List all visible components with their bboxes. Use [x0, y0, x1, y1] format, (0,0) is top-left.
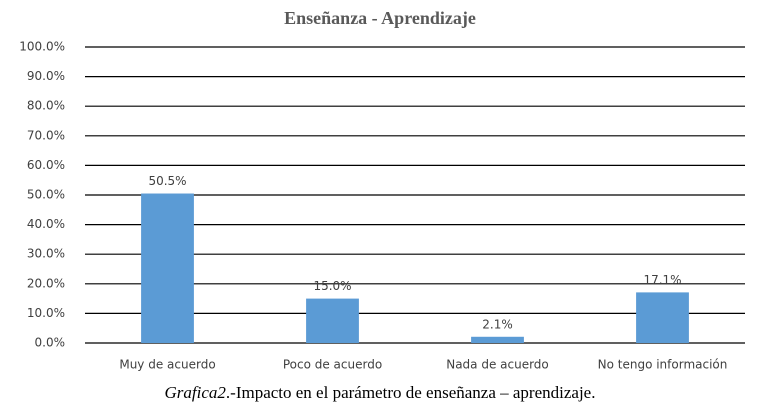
caption-label: Grafica2: [165, 383, 227, 402]
y-tick-label: 50.0%: [27, 188, 65, 202]
bar: [636, 292, 689, 343]
x-tick-label: Nada de acuerdo: [446, 358, 549, 372]
data-label: 50.5%: [148, 174, 186, 188]
y-tick-label: 80.0%: [27, 99, 65, 113]
x-tick-label: Muy de acuerdo: [119, 358, 215, 372]
x-tick-label: No tengo información: [598, 358, 728, 372]
y-tick-label: 70.0%: [27, 128, 65, 142]
data-label: 17.1%: [643, 273, 681, 287]
y-tick-label: 90.0%: [27, 69, 65, 83]
bar: [141, 193, 194, 343]
y-tick-label: 30.0%: [27, 247, 65, 261]
y-tick-label: 100.0%: [19, 40, 65, 54]
bar: [471, 336, 524, 343]
caption-text: .-Impacto en el parámetro de enseñanza –…: [226, 383, 596, 402]
chart-title: Enseñanza - Aprendizaje: [284, 8, 476, 28]
y-tick-label: 40.0%: [27, 217, 65, 231]
y-tick-label: 60.0%: [27, 158, 65, 172]
y-tick-label: 0.0%: [35, 336, 66, 350]
bar: [306, 298, 359, 343]
y-tick-label: 10.0%: [27, 306, 65, 320]
data-label: 15.0%: [313, 279, 351, 293]
data-label: 2.1%: [482, 317, 513, 331]
caption: Grafica2.-Impacto en el parámetro de ens…: [165, 383, 596, 402]
x-tick-label: Poco de acuerdo: [283, 358, 382, 372]
y-tick-label: 20.0%: [27, 276, 65, 290]
